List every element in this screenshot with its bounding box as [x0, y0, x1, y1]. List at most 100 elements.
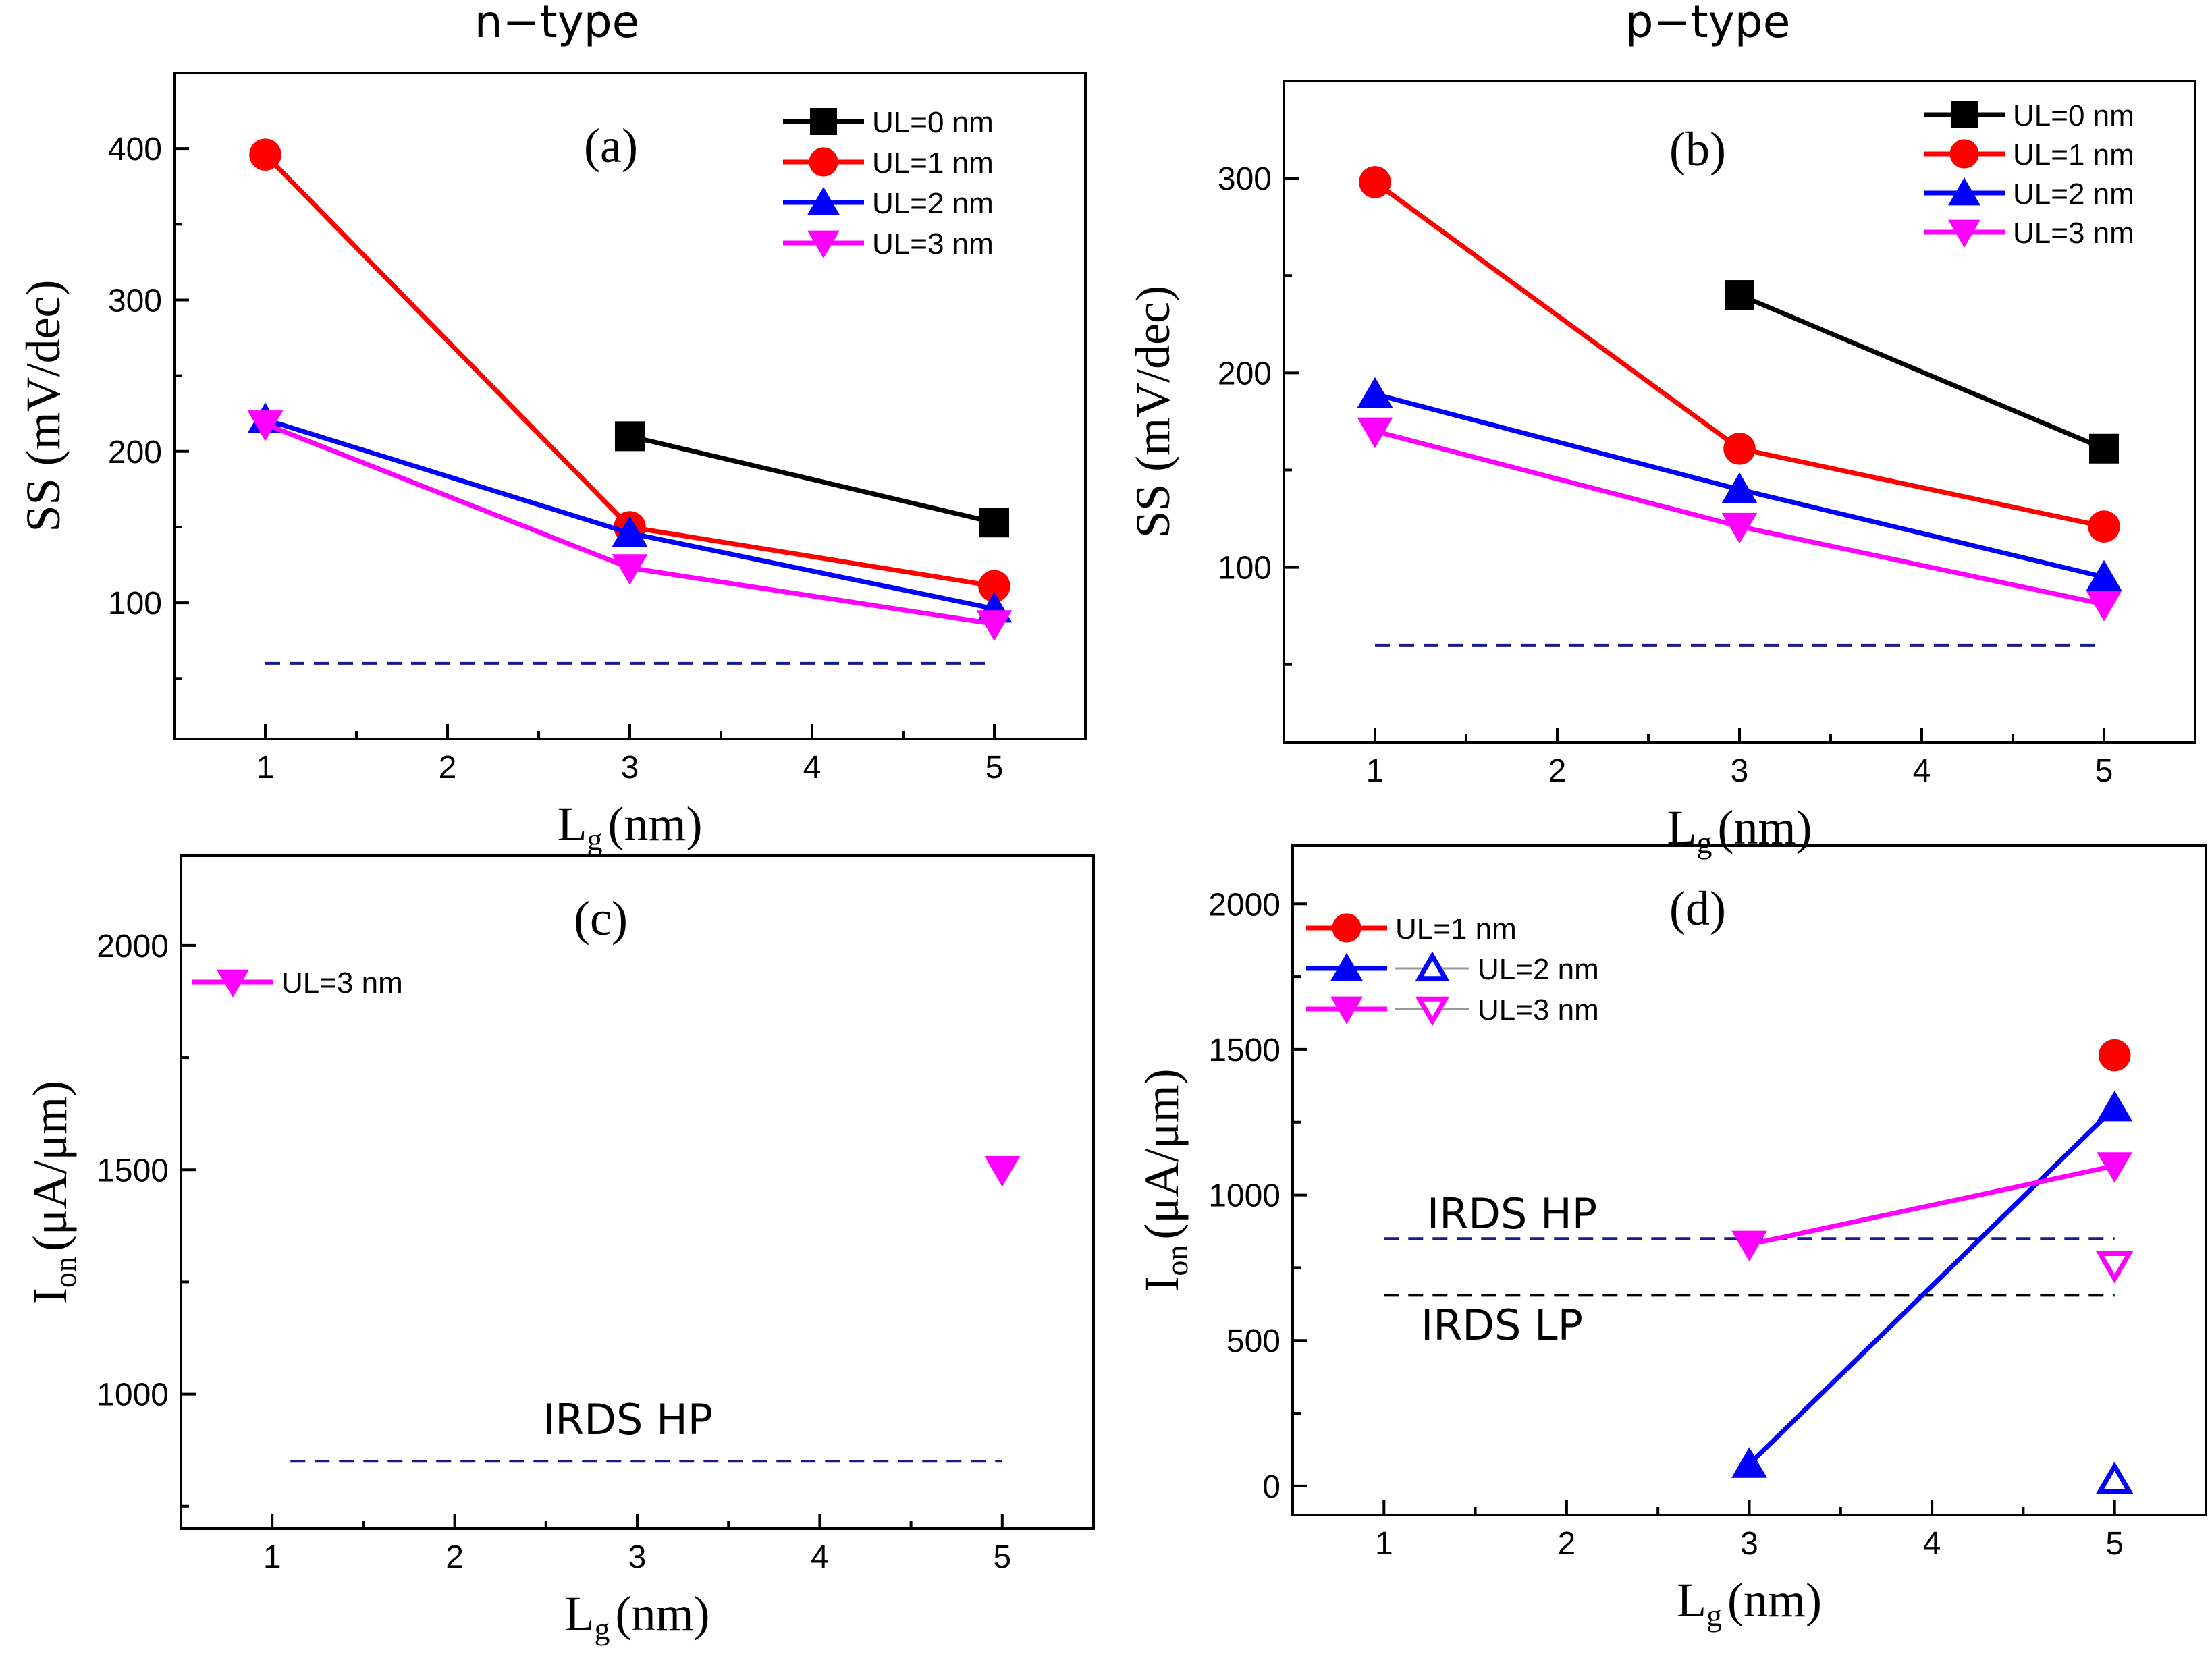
panel-a-legend-marker [809, 147, 838, 177]
panel-a-ylabel: SS (mV/dec) [16, 280, 70, 532]
panel-b-legend-marker [1951, 101, 1978, 128]
panel-a-ytick-label: 100 [108, 586, 162, 622]
panel-d-data-point [1731, 1447, 1767, 1478]
panel-d-chart: 1 2 3 4 5 0 500 1000 1500 2000 Lg (nm) Ion(μA/μm) (d)… [1135, 844, 2207, 1633]
panel-d-ylabel: Ion(μA/μm) [1135, 1068, 1194, 1292]
column-title-p-type: p−type [1625, 0, 1791, 48]
panel-c-ylabel: Ion(μA/μm) [23, 1080, 82, 1304]
panel-b-label: (b) [1669, 122, 1726, 176]
panel-d-xtick-label: 1 [1375, 1526, 1393, 1562]
panel-a-legend-label: UL=2 nm [872, 187, 994, 220]
panel-c-legend-marker [217, 969, 249, 997]
panel-b-data-point [2088, 510, 2120, 543]
panel-b-xlabel: Lg (nm) [1667, 800, 1812, 860]
panel-a-legend-label: UL=3 nm [872, 227, 994, 261]
panel-a-data-point [247, 410, 284, 441]
panel-a-data-point [976, 610, 1013, 641]
panel-b-data-point [1723, 433, 1756, 465]
panel-d-legend-marker [1332, 913, 1361, 943]
panel-a-series-line [629, 433, 995, 525]
panel-a-data-point [615, 421, 645, 452]
panel-c-xtick-label: 3 [628, 1539, 647, 1575]
panel-b-data-point [1721, 472, 1758, 503]
panel-d-legend-marker [1330, 996, 1363, 1024]
panel-d-ytick-label: 0 [1262, 1469, 1280, 1505]
panel-d-ytick-label: 1000 [1208, 1178, 1280, 1214]
panel-b-ytick-label: 300 [1218, 161, 1272, 197]
panel-c-xtick-label: 1 [263, 1539, 281, 1575]
panel-c-chart: 1 2 3 4 5 1000 1500 2000 Lg (nm) Ion(μA/μm) (c) IRDS… [23, 854, 1095, 1646]
panel-d-legend-label: UL=1 nm [1395, 912, 1517, 946]
panel-b-xtick-label: 4 [1913, 753, 1931, 789]
panel-b-xtick-label: 1 [1366, 753, 1384, 789]
panel-d-ytick-label: 1500 [1208, 1033, 1280, 1068]
panel-c-xtick-label: 4 [811, 1539, 829, 1575]
panel-b-legend-label: UL=2 nm [2013, 177, 2134, 211]
panel-d-reference-label: IRDS LP [1421, 1301, 1583, 1350]
panel-a-ytick-label: 300 [108, 283, 162, 319]
panel-b-ytick-label: 100 [1218, 551, 1272, 586]
panel-d-legend-marker-open [1415, 996, 1450, 1027]
panel-a-data-point [249, 138, 281, 171]
panel-b-chart: 1 2 3 4 5 100 200 300 Lg (nm) SS (mV/dec) (b) UL=0 n… [1126, 80, 2196, 860]
panel-c-ytick-label: 1000 [97, 1377, 169, 1413]
panel-b-data-point [2086, 591, 2122, 622]
column-title-n-type: n−type [475, 0, 640, 48]
panel-d-xlabel: Lg (nm) [1677, 1573, 1822, 1633]
panel-c-reference-label: IRDS HP [543, 1395, 713, 1444]
panel-b-legend-label: UL=0 nm [2013, 99, 2134, 132]
panel-d-data-point [1731, 1230, 1767, 1262]
panel-a-xtick-label: 1 [257, 750, 275, 786]
panel-c-data-point [984, 1156, 1021, 1187]
panel-b-xtick-label: 2 [1548, 753, 1567, 789]
panel-c-ytick-label: 2000 [97, 929, 169, 964]
panel-b-legend-marker [1948, 219, 1980, 248]
panel-b-series-line [1738, 292, 2105, 451]
panel-b-data-point [1357, 377, 1393, 408]
panel-a-legend-marker [807, 187, 840, 215]
panel-a-data-point [612, 554, 648, 585]
panel-d-ytick-label: 2000 [1208, 887, 1280, 923]
panel-d-xtick-label: 5 [2105, 1526, 2124, 1562]
panel-d-xtick-label: 3 [1740, 1526, 1758, 1562]
panel-b-xtick-label: 5 [2095, 753, 2113, 789]
panel-a-data-point [612, 516, 648, 547]
panel-b-legend-marker [1948, 177, 1980, 206]
panel-a-xtick-label: 4 [803, 750, 821, 786]
panel-a-chart: 1 2 3 4 5 100 200 300 400 Lg (nm) SS (mV/dec) (a) UL=… [16, 72, 1087, 856]
panel-d-reference-label: IRDS HP [1427, 1189, 1597, 1238]
panel-d-ytick-label: 500 [1226, 1323, 1280, 1359]
panel-a-legend-marker [810, 108, 837, 135]
panel-d-data-point-open [2096, 1251, 2134, 1284]
panel-b-data-point [1359, 166, 1391, 198]
panel-d-data-point-open [2096, 1461, 2134, 1494]
panel-a-legend-marker [807, 230, 840, 258]
panel-c-xlabel: Lg (nm) [565, 1587, 710, 1646]
panel-a-ytick-label: 200 [108, 435, 162, 470]
panel-c-legend-label: UL=3 nm [281, 966, 403, 1000]
panel-b-data-point [1725, 280, 1754, 310]
panel-d-xtick-label: 2 [1558, 1526, 1576, 1562]
panel-a-legend-label: UL=0 nm [872, 106, 994, 139]
panel-c-xtick-label: 5 [993, 1539, 1011, 1575]
panel-a-xtick-label: 5 [986, 750, 1004, 786]
panel-b-legend-marker [1949, 139, 1979, 169]
panel-d-data-point [2097, 1152, 2133, 1183]
panel-a-xlabel: Lg (nm) [558, 797, 703, 856]
panel-b-data-point [2086, 559, 2122, 591]
panel-d-legend-marker-open [1415, 951, 1450, 981]
panel-d-series-line [1748, 1105, 2117, 1467]
panel-c-ytick-label: 1500 [97, 1153, 169, 1188]
panel-d-data-point [2097, 1090, 2133, 1122]
panel-a-legend-label: UL=1 nm [872, 146, 994, 180]
panel-b-ytick-label: 200 [1218, 356, 1272, 391]
panel-a-data-point [978, 570, 1010, 603]
panel-b-xtick-label: 3 [1731, 753, 1749, 789]
panel-b-data-point [2089, 433, 2119, 464]
panel-d-label: (d) [1669, 881, 1726, 935]
panel-d-frame [1291, 844, 2207, 1516]
panel-d-series-line [1748, 1164, 2115, 1247]
panel-b-data-point [1721, 512, 1758, 544]
panel-a-xtick-label: 2 [439, 750, 457, 786]
panel-d-legend-label: UL=2 nm [1478, 953, 1599, 986]
